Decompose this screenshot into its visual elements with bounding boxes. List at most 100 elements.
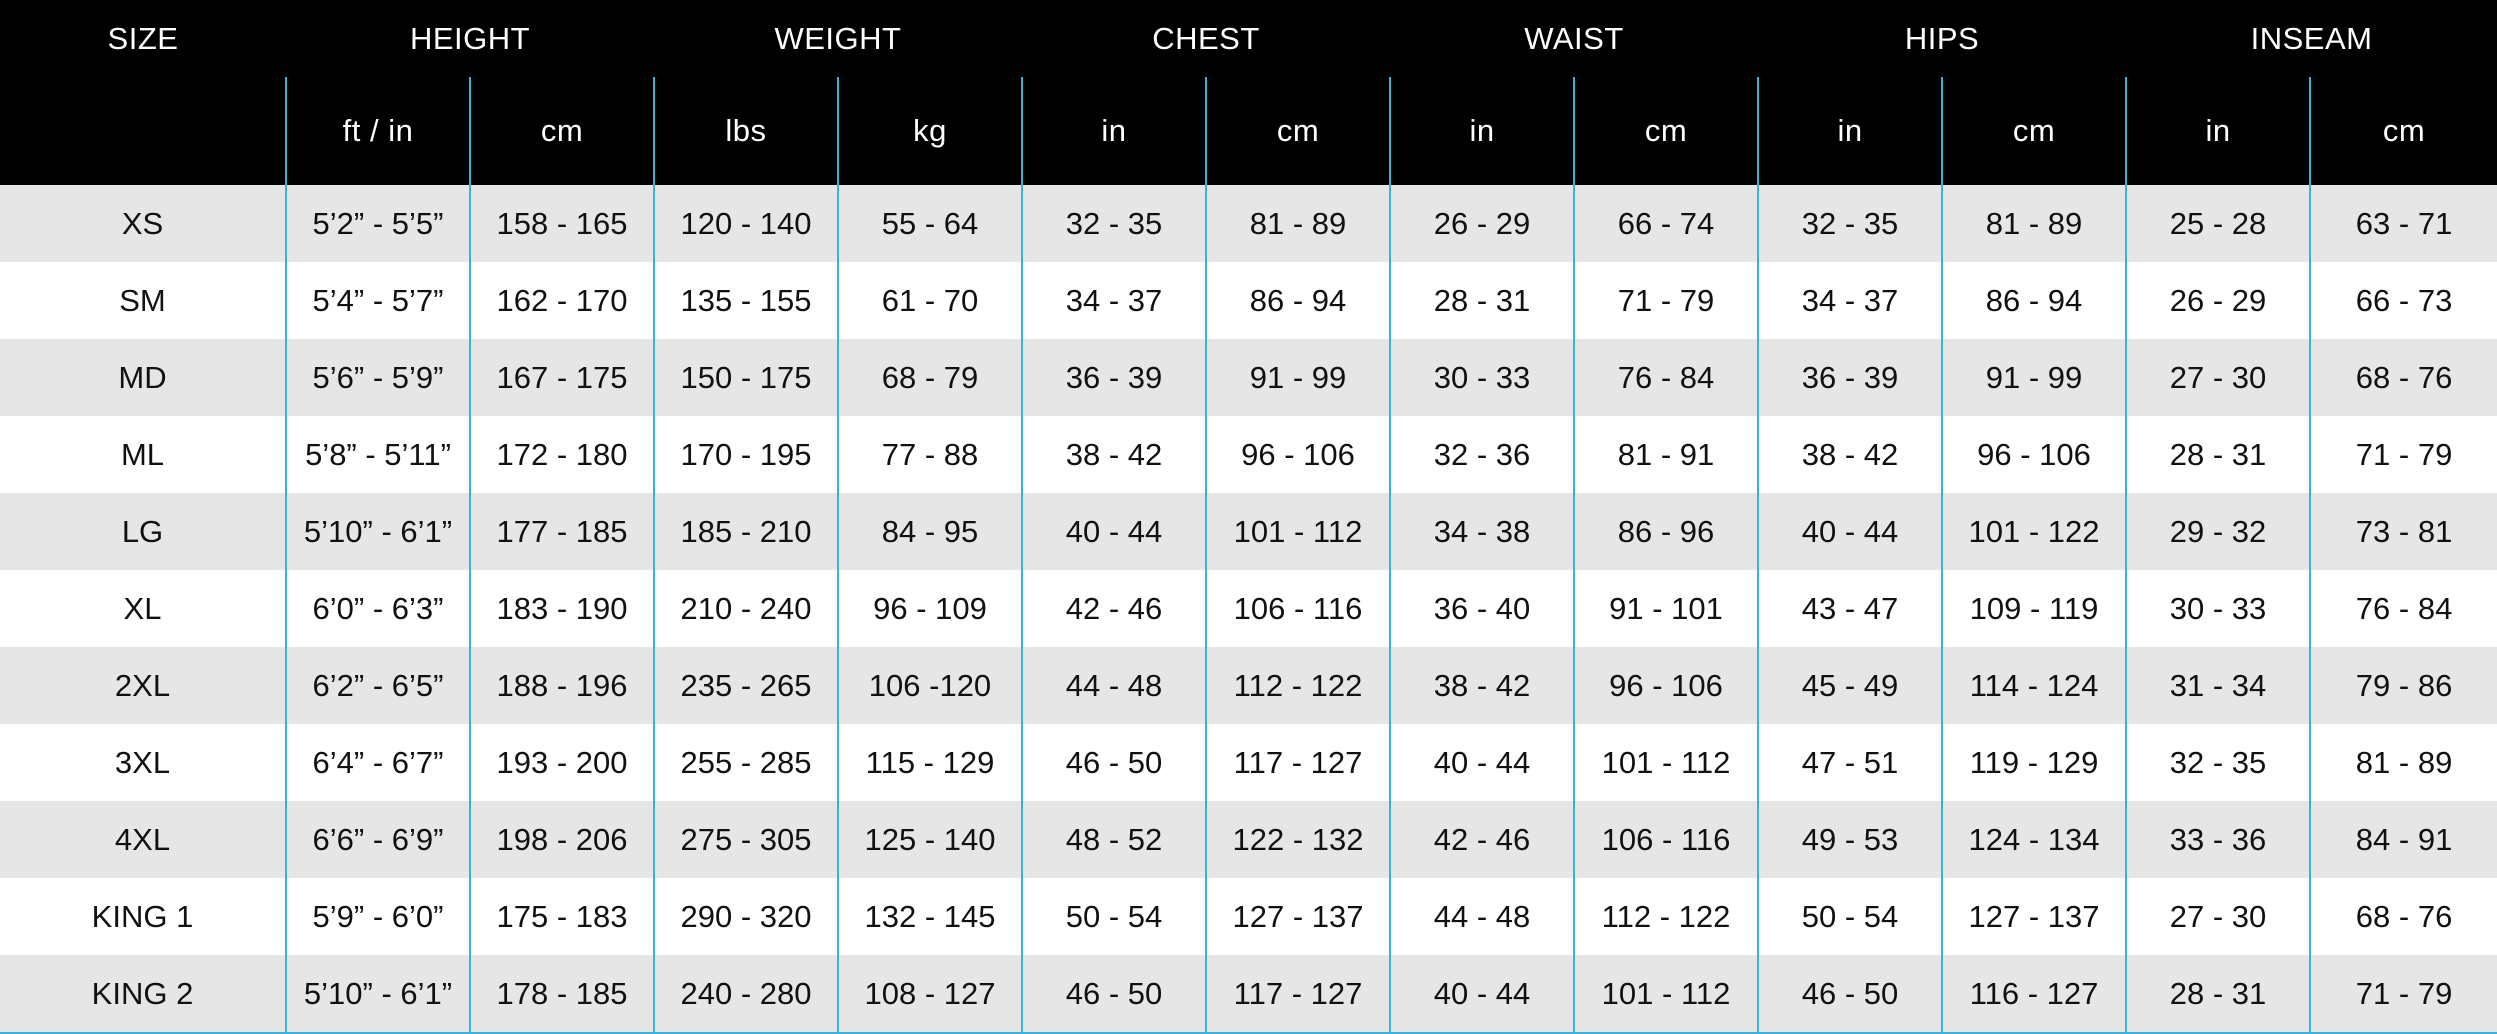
table-row: XL 6’0” - 6’3” 183 - 190 210 - 240 96 - 109 4… (0, 570, 2497, 647)
unit-header: cm (1573, 77, 1759, 185)
measurement-cell: 91 - 99 (1941, 339, 2127, 416)
table-header: SIZE HEIGHT WEIGHT CHEST WAIST HIPS INSE… (0, 0, 2497, 185)
measurement-cell: 28 - 31 (2125, 416, 2311, 493)
measurement-cell: 101 - 112 (1204, 493, 1391, 570)
measurement-cell: 30 - 33 (1389, 339, 1575, 416)
measurement-cell: 188 - 196 (469, 647, 654, 724)
measurement-cell: 178 - 185 (469, 955, 654, 1034)
measurement-cell: 275 - 305 (653, 801, 838, 878)
measurement-cell: 235 - 265 (653, 647, 838, 724)
measurement-cell: 5’4” - 5’7” (285, 262, 470, 339)
measurement-cell: 34 - 38 (1389, 493, 1575, 570)
measurement-cell: 117 - 127 (1204, 955, 1391, 1034)
measurement-cell: 119 - 129 (1941, 724, 2127, 801)
measurement-cell: 68 - 76 (2309, 878, 2497, 955)
size-label-cell: KING 1 (0, 878, 286, 955)
measurement-cell: 84 - 91 (2309, 801, 2497, 878)
header-unit-row: ft / in cm lbs kg in cm in cm in cm in c… (0, 77, 2497, 185)
measurement-cell: 96 - 106 (1941, 416, 2127, 493)
measurement-cell: 193 - 200 (469, 724, 654, 801)
measurement-cell: 240 - 280 (653, 955, 838, 1034)
measurement-cell: 32 - 35 (2125, 724, 2311, 801)
measurement-cell: 81 - 89 (1204, 185, 1391, 262)
unit-header: cm (469, 77, 654, 185)
measurement-cell: 86 - 96 (1573, 493, 1759, 570)
table-row: 2XL 6’2” - 6’5” 188 - 196 235 - 265 106 -120… (0, 647, 2497, 724)
measurement-cell: 106 - 116 (1573, 801, 1759, 878)
unit-header: in (1389, 77, 1575, 185)
unit-header: ft / in (285, 77, 470, 185)
measurement-cell: 71 - 79 (1573, 262, 1759, 339)
measurement-cell: 73 - 81 (2309, 493, 2497, 570)
measurement-cell: 46 - 50 (1021, 724, 1206, 801)
measurement-cell: 112 - 122 (1204, 647, 1391, 724)
measurement-cell: 81 - 91 (1573, 416, 1759, 493)
table-row: ML 5’8” - 5’11” 172 - 180 170 - 195 77 - 88 3… (0, 416, 2497, 493)
measurement-cell: 127 - 137 (1204, 878, 1391, 955)
weight-group-header: WEIGHT (654, 0, 1022, 77)
measurement-cell: 255 - 285 (653, 724, 838, 801)
table-row: 4XL 6’6” - 6’9” 198 - 206 275 - 305 125 - 14… (0, 801, 2497, 878)
measurement-cell: 36 - 40 (1389, 570, 1575, 647)
measurement-cell: 81 - 89 (1941, 185, 2127, 262)
measurement-cell: 177 - 185 (469, 493, 654, 570)
unit-header: in (1757, 77, 1943, 185)
measurement-cell: 101 - 122 (1941, 493, 2127, 570)
measurement-cell: 175 - 183 (469, 878, 654, 955)
size-label-cell: 2XL (0, 647, 286, 724)
measurement-cell: 86 - 94 (1204, 262, 1391, 339)
measurement-cell: 76 - 84 (2309, 570, 2497, 647)
measurement-cell: 5’9” - 6’0” (285, 878, 470, 955)
measurement-cell: 32 - 35 (1757, 185, 1943, 262)
measurement-cell: 122 - 132 (1204, 801, 1391, 878)
size-label-cell: MD (0, 339, 286, 416)
measurement-cell: 68 - 76 (2309, 339, 2497, 416)
measurement-cell: 5’10” - 6’1” (285, 955, 470, 1034)
measurement-cell: 42 - 46 (1389, 801, 1575, 878)
table-row: LG 5’10” - 6’1” 177 - 185 185 - 210 84 - 95 4… (0, 493, 2497, 570)
measurement-cell: 36 - 39 (1021, 339, 1206, 416)
measurement-cell: 108 - 127 (837, 955, 1022, 1034)
measurement-cell: 91 - 101 (1573, 570, 1759, 647)
unit-header: kg (837, 77, 1022, 185)
measurement-cell: 38 - 42 (1757, 416, 1943, 493)
measurement-cell: 183 - 190 (469, 570, 654, 647)
measurement-cell: 5’6” - 5’9” (285, 339, 470, 416)
inseam-group-header: INSEAM (2126, 0, 2497, 77)
measurement-cell: 40 - 44 (1389, 724, 1575, 801)
measurement-cell: 55 - 64 (837, 185, 1022, 262)
measurement-cell: 127 - 137 (1941, 878, 2127, 955)
measurement-cell: 150 - 175 (653, 339, 838, 416)
measurement-cell: 34 - 37 (1021, 262, 1206, 339)
measurement-cell: 96 - 106 (1204, 416, 1391, 493)
size-label-cell: 3XL (0, 724, 286, 801)
measurement-cell: 25 - 28 (2125, 185, 2311, 262)
measurement-cell: 34 - 37 (1757, 262, 1943, 339)
measurement-cell: 50 - 54 (1757, 878, 1943, 955)
measurement-cell: 96 - 109 (837, 570, 1022, 647)
measurement-cell: 132 - 145 (837, 878, 1022, 955)
size-label-cell: 4XL (0, 801, 286, 878)
size-label-cell: XS (0, 185, 286, 262)
header-group-row: SIZE HEIGHT WEIGHT CHEST WAIST HIPS INSE… (0, 0, 2497, 77)
measurement-cell: 36 - 39 (1757, 339, 1943, 416)
measurement-cell: 162 - 170 (469, 262, 654, 339)
measurement-cell: 27 - 30 (2125, 339, 2311, 416)
measurement-cell: 33 - 36 (2125, 801, 2311, 878)
measurement-cell: 77 - 88 (837, 416, 1022, 493)
measurement-cell: 48 - 52 (1021, 801, 1206, 878)
size-label-cell: XL (0, 570, 286, 647)
measurement-cell: 112 - 122 (1573, 878, 1759, 955)
measurement-cell: 172 - 180 (469, 416, 654, 493)
measurement-cell: 38 - 42 (1021, 416, 1206, 493)
table-body: XS 5’2” - 5’5” 158 - 165 120 - 140 55 - 64 32… (0, 185, 2497, 1034)
measurement-cell: 26 - 29 (1389, 185, 1575, 262)
measurement-cell: 38 - 42 (1389, 647, 1575, 724)
measurement-cell: 79 - 86 (2309, 647, 2497, 724)
size-label-cell: SM (0, 262, 286, 339)
measurement-cell: 30 - 33 (2125, 570, 2311, 647)
measurement-cell: 50 - 54 (1021, 878, 1206, 955)
measurement-cell: 198 - 206 (469, 801, 654, 878)
measurement-cell: 185 - 210 (653, 493, 838, 570)
